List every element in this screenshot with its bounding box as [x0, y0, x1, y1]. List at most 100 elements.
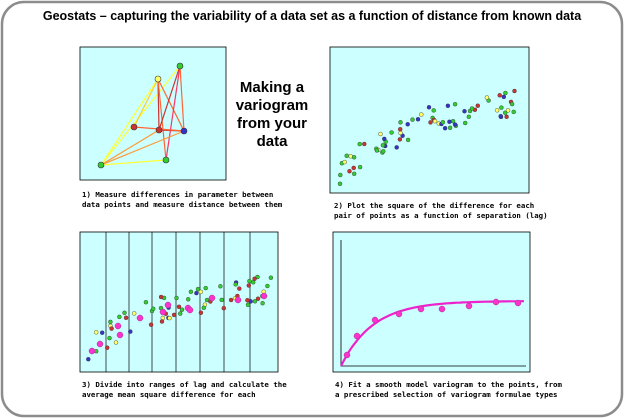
point — [432, 118, 438, 124]
node — [130, 123, 138, 131]
point — [394, 145, 399, 150]
point — [93, 330, 99, 335]
point — [198, 289, 204, 295]
point — [260, 301, 265, 306]
caption: 4) Fit a smooth model variogram to the p… — [335, 380, 562, 389]
point — [104, 345, 110, 350]
point — [463, 120, 468, 126]
edge — [157, 78, 185, 132]
point — [218, 284, 223, 289]
point — [338, 172, 343, 178]
caption: 1) Measure differences in parameter betw… — [82, 190, 273, 199]
edge — [157, 78, 160, 131]
point — [252, 299, 258, 304]
mean-point — [114, 322, 122, 330]
point — [148, 322, 154, 327]
point — [171, 312, 177, 318]
point — [505, 108, 511, 113]
point — [511, 109, 516, 115]
point — [426, 105, 432, 110]
point — [198, 310, 204, 315]
point — [469, 106, 475, 111]
mean-point — [465, 302, 473, 310]
edge — [100, 129, 160, 166]
point — [462, 108, 467, 114]
point — [445, 103, 451, 109]
point — [428, 120, 433, 125]
point — [494, 108, 500, 113]
point — [252, 276, 257, 281]
point — [398, 130, 403, 136]
point — [352, 171, 357, 177]
point — [405, 137, 411, 143]
network-diagram — [97, 62, 188, 169]
mean-point — [96, 340, 104, 348]
center-text: from your — [237, 115, 307, 132]
mean-point — [417, 305, 425, 313]
point — [268, 275, 274, 280]
mean-point — [395, 310, 403, 318]
point — [117, 314, 122, 320]
model-diagram — [340, 240, 526, 367]
point — [128, 329, 133, 334]
point — [177, 311, 183, 316]
point — [245, 302, 251, 307]
node — [162, 156, 170, 164]
point — [194, 290, 199, 296]
point — [219, 297, 224, 303]
title: Geostats – capturing the variability of … — [43, 9, 582, 23]
node — [154, 75, 162, 83]
panel-1 — [79, 46, 227, 181]
point — [99, 330, 105, 335]
point — [452, 122, 458, 127]
node — [155, 126, 163, 134]
node — [180, 127, 188, 135]
point — [362, 141, 367, 147]
center-text: data — [257, 133, 289, 150]
point — [245, 298, 250, 303]
point — [195, 286, 201, 292]
point — [398, 126, 403, 132]
point — [512, 88, 517, 94]
point — [179, 307, 185, 312]
point — [397, 137, 403, 142]
point — [442, 125, 448, 131]
panel-3 — [79, 231, 279, 373]
point — [246, 283, 252, 288]
mean-point — [88, 347, 96, 355]
point — [265, 283, 270, 289]
point — [398, 120, 403, 125]
point — [188, 289, 194, 294]
scatter-diagram — [337, 88, 517, 187]
point — [509, 101, 515, 107]
point — [381, 149, 386, 154]
point — [351, 155, 357, 160]
point — [201, 305, 207, 310]
point — [357, 141, 362, 147]
point — [452, 101, 458, 107]
edge — [100, 130, 185, 166]
point — [357, 164, 363, 170]
point — [109, 326, 114, 331]
edge — [100, 159, 167, 166]
mean-point — [260, 292, 268, 300]
mean-point — [159, 308, 167, 316]
point — [405, 122, 410, 127]
point — [113, 340, 119, 345]
mean-point — [164, 301, 172, 309]
point — [228, 297, 234, 303]
point — [378, 131, 383, 137]
point — [475, 103, 480, 108]
edge — [100, 65, 181, 166]
point — [233, 282, 238, 287]
point — [174, 295, 179, 301]
point — [497, 93, 502, 98]
caption: pair of points as a function of separati… — [334, 211, 548, 220]
point — [440, 119, 446, 125]
point — [503, 110, 508, 116]
point — [380, 143, 386, 148]
caption: average mean square difference for each — [82, 390, 256, 399]
point — [419, 112, 424, 117]
point — [185, 297, 191, 302]
mean-point — [186, 306, 194, 314]
